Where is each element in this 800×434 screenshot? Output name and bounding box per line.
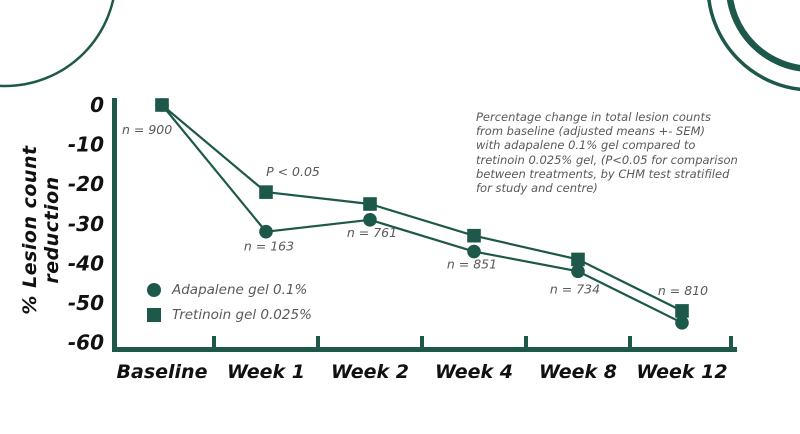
point-label: n = 761 xyxy=(347,225,397,240)
x-axis-end-tick xyxy=(729,336,733,347)
decor-arc-top-left xyxy=(0,0,115,88)
data-point-circle xyxy=(675,316,689,330)
legend-item-tretinoin: Tretinoin gel 0.025% xyxy=(147,307,312,323)
data-point-circle xyxy=(259,224,273,239)
data-point-circle xyxy=(571,264,585,279)
x-axis-tick xyxy=(212,336,216,347)
x-tick-label: Week 4 xyxy=(435,361,513,383)
tretinoin-square-marker-icon xyxy=(147,308,161,322)
data-point-square xyxy=(467,228,481,243)
y-tick-label: -30 xyxy=(68,212,104,236)
point-label: n = 163 xyxy=(244,239,294,254)
data-point-square xyxy=(571,252,585,267)
point-label: n = 810 xyxy=(658,283,708,298)
y-tick-label: -40 xyxy=(68,251,104,275)
x-tick-label: Week 1 xyxy=(227,361,305,383)
series-line-circle xyxy=(161,104,683,324)
legend-label-tretinoin: Tretinoin gel 0.025% xyxy=(172,307,312,323)
legend-label-adapalene: Adapalene gel 0.1% xyxy=(172,282,308,298)
x-tick-label: Week 8 xyxy=(539,361,617,383)
y-axis-title: % Lesion count reduction xyxy=(19,145,63,315)
y-tick-label: 0 xyxy=(90,93,104,117)
adapalene-circle-marker-icon xyxy=(147,283,161,297)
x-axis-tick xyxy=(420,336,424,347)
x-axis-tick xyxy=(316,336,320,347)
point-label: n = 900 xyxy=(122,122,172,137)
data-point-square xyxy=(675,304,689,318)
data-point-square xyxy=(155,98,169,112)
chart-annotation: Percentage change in total lesion counts… xyxy=(476,110,738,196)
series-line-square xyxy=(161,104,683,312)
point-label: n = 734 xyxy=(550,281,600,296)
x-tick-label: Week 12 xyxy=(636,361,727,383)
y-tick-label: -20 xyxy=(68,172,104,196)
x-axis-line xyxy=(112,347,737,352)
data-point-circle xyxy=(467,244,481,259)
point-label: P < 0.05 xyxy=(266,164,320,179)
y-tick-label: -50 xyxy=(68,291,104,315)
point-label: n = 851 xyxy=(447,257,497,272)
x-tick-label: Week 2 xyxy=(331,361,409,383)
data-point-circle xyxy=(363,213,377,227)
x-axis-tick xyxy=(628,336,632,347)
y-tick-label: -60 xyxy=(68,331,104,355)
y-axis-line xyxy=(112,98,117,352)
x-axis-tick xyxy=(524,336,528,347)
y-tick-label: -10 xyxy=(68,133,104,157)
legend-item-adapalene: Adapalene gel 0.1% xyxy=(147,282,312,298)
data-point-square xyxy=(259,185,273,199)
x-tick-label: Baseline xyxy=(117,361,208,383)
data-point-square xyxy=(363,197,377,211)
chart-legend: Adapalene gel 0.1% Tretinoin gel 0.025% xyxy=(147,282,312,332)
